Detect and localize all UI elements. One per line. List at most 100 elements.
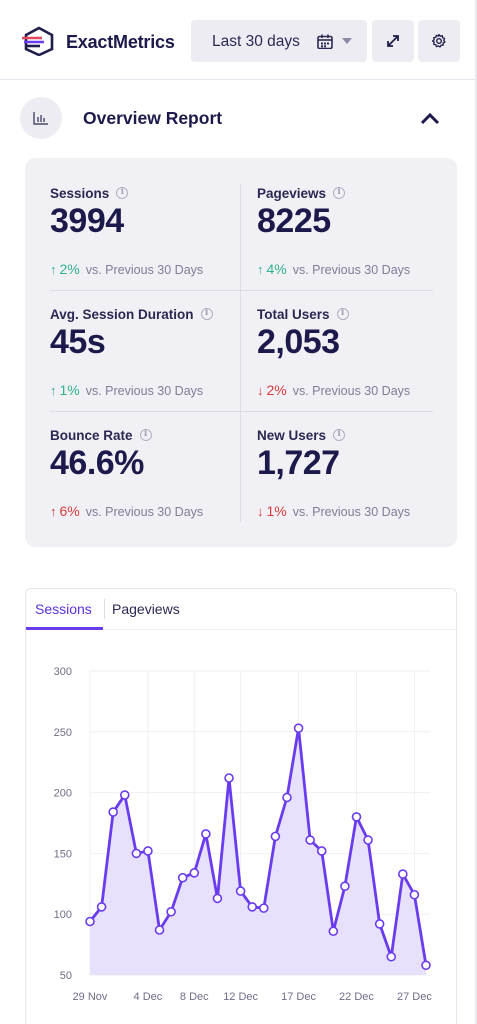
calendar-icon bbox=[317, 34, 333, 49]
data-point bbox=[282, 792, 292, 803]
data-point bbox=[119, 790, 130, 800]
stats-divider-vertical bbox=[240, 184, 241, 522]
comparison-label: vs. Previous 30 Days bbox=[85, 384, 204, 398]
stat-label: Sessions bbox=[50, 186, 110, 201]
data-point bbox=[189, 868, 200, 878]
data-point bbox=[351, 812, 362, 822]
data-point bbox=[363, 835, 373, 845]
data-point bbox=[305, 835, 315, 845]
data-point bbox=[293, 723, 304, 733]
data-point bbox=[131, 848, 142, 859]
expand-button[interactable] bbox=[372, 20, 414, 62]
data-point bbox=[85, 916, 95, 927]
comparison-label: vs. Previous 30 Days bbox=[292, 505, 411, 519]
stat-value: 3994 bbox=[50, 202, 124, 240]
chevron-up-icon[interactable] bbox=[418, 108, 442, 128]
stat-value: 46.6% bbox=[50, 444, 144, 482]
data-point bbox=[201, 829, 211, 839]
stat-change: ↑ 1% vs. Previous 30 Days bbox=[50, 382, 203, 398]
data-point bbox=[421, 960, 431, 971]
stat-change: ↓ 1% vs. Previous 30 Days bbox=[257, 503, 410, 519]
stat-change: ↓ 2% vs. Previous 30 Days bbox=[257, 382, 410, 398]
stat-label: New Users bbox=[257, 428, 327, 443]
x-tick-label: 4 Dec bbox=[134, 991, 163, 1003]
data-point bbox=[154, 925, 165, 935]
stat-pageviews: Pageviews 8225 ↑4% vs. Previous 30 Days bbox=[257, 186, 457, 306]
info-icon[interactable] bbox=[139, 429, 152, 441]
active-tab-indicator bbox=[26, 627, 103, 630]
panel-edge bbox=[475, 0, 477, 1024]
stats-divider bbox=[50, 290, 240, 291]
stats-card: Sessions 3994 ↑2%vs. Previous 30 Days Pa… bbox=[25, 158, 457, 547]
stat-value: 45s bbox=[50, 323, 106, 361]
data-point bbox=[409, 889, 420, 900]
change-percent: 4% bbox=[266, 261, 287, 277]
chevron-down-icon bbox=[342, 38, 352, 44]
x-tick-label: 17 Dec bbox=[281, 991, 316, 1003]
stat-label: Total Users bbox=[257, 307, 330, 322]
stats-divider bbox=[50, 411, 240, 412]
data-point bbox=[235, 886, 246, 896]
data-point bbox=[328, 926, 339, 937]
arrow-down-icon: ↓ bbox=[257, 504, 264, 519]
info-icon[interactable] bbox=[200, 308, 213, 320]
stat-value: 1,727 bbox=[257, 444, 340, 482]
data-point bbox=[177, 872, 188, 883]
data-point bbox=[224, 773, 234, 783]
stats-divider bbox=[241, 411, 433, 412]
data-point bbox=[247, 902, 258, 912]
date-range-label: Last 30 days bbox=[212, 33, 300, 50]
change-percent: 6% bbox=[59, 503, 80, 519]
info-icon[interactable] bbox=[333, 429, 346, 441]
comparison-label: vs. Previous 30 Days bbox=[292, 384, 411, 398]
x-tick-label: 12 Dec bbox=[223, 991, 258, 1003]
y-tick-label: 100 bbox=[54, 909, 72, 921]
tab-sessions[interactable]: Sessions bbox=[35, 601, 92, 617]
x-tick-label: 27 Dec bbox=[397, 991, 432, 1003]
exactmetrics-logo-icon bbox=[22, 26, 54, 56]
change-percent: 1% bbox=[266, 503, 287, 519]
data-point bbox=[398, 869, 408, 879]
tab-bar-border bbox=[26, 629, 456, 630]
info-icon[interactable] bbox=[336, 308, 349, 320]
change-percent: 2% bbox=[266, 382, 287, 398]
y-tick-label: 250 bbox=[54, 727, 72, 739]
change-percent: 2% bbox=[59, 261, 80, 277]
info-icon[interactable] bbox=[333, 187, 346, 199]
data-point bbox=[374, 919, 385, 929]
overview-report-title: Overview Report bbox=[83, 108, 223, 128]
data-point bbox=[108, 807, 118, 817]
stat-change: ↑ 2% vs. Previous 30 Days bbox=[50, 261, 203, 277]
brand-name: ExactMetrics bbox=[66, 32, 175, 52]
stat-label: Avg. Session Duration bbox=[50, 307, 194, 322]
y-tick-label: 300 bbox=[54, 666, 72, 678]
stat-change: ↑ 6% vs. Previous 30 Days bbox=[50, 503, 203, 519]
x-tick-label: 29 Nov bbox=[73, 991, 108, 1003]
stat-bounce-rate: Bounce Rate 46.6% ↑6% vs. Previous 30 Day… bbox=[50, 428, 250, 548]
data-point bbox=[340, 881, 350, 892]
data-point bbox=[96, 902, 107, 912]
change-percent: 1% bbox=[59, 382, 80, 398]
stats-divider bbox=[241, 290, 433, 291]
date-range-button[interactable]: Last 30 days bbox=[191, 20, 367, 62]
arrow-up-icon: ↑ bbox=[50, 262, 57, 277]
x-tick-label: 22 Dec bbox=[339, 991, 374, 1003]
stat-new-users: New Users 1,727 ↓1% vs. Previous 30 Days bbox=[257, 428, 457, 548]
info-icon[interactable] bbox=[116, 187, 129, 199]
data-point bbox=[258, 903, 269, 913]
data-point bbox=[143, 846, 153, 856]
arrow-down-icon: ↓ bbox=[257, 383, 264, 398]
settings-button[interactable] bbox=[418, 20, 460, 62]
y-tick-label: 200 bbox=[54, 788, 72, 800]
x-tick-label: 8 Dec bbox=[180, 991, 209, 1003]
report-icon-badge bbox=[20, 97, 62, 139]
stat-change: ↑ 4% vs. Previous 30 Days bbox=[257, 261, 410, 277]
data-point bbox=[386, 951, 397, 962]
stat-value: 2,053 bbox=[257, 323, 340, 361]
arrow-up-icon: ↑ bbox=[50, 504, 57, 519]
expand-icon bbox=[387, 35, 399, 47]
comparison-label: vs. Previous 30 Days bbox=[85, 505, 204, 519]
tab-pageviews[interactable]: Pageviews bbox=[112, 601, 180, 617]
comparison-label: vs. Previous 30 Days bbox=[292, 263, 411, 277]
